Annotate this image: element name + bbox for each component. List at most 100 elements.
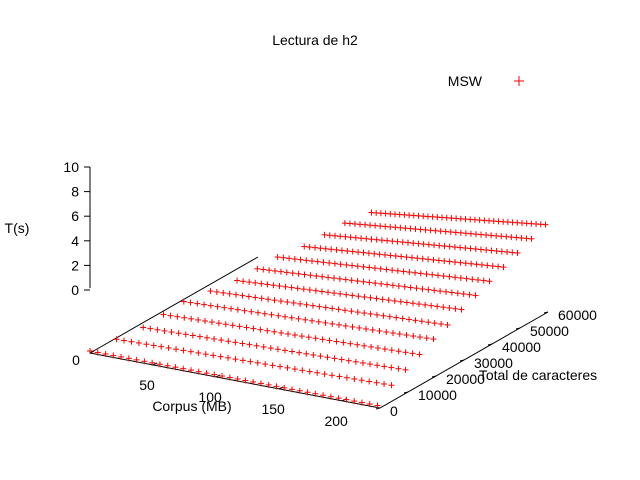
data-point	[195, 349, 202, 356]
data-point	[391, 297, 398, 304]
data-point	[267, 345, 274, 352]
data-point	[289, 386, 296, 393]
data-point	[282, 313, 289, 320]
data-point	[419, 255, 426, 262]
data-point	[394, 238, 401, 245]
data-point	[306, 244, 313, 251]
data-point	[377, 223, 384, 230]
data-point	[284, 364, 291, 371]
data-point	[320, 392, 327, 399]
data-point	[301, 243, 308, 250]
data-point	[302, 316, 309, 323]
data-point	[358, 399, 365, 406]
data-point	[428, 302, 435, 309]
data-point	[504, 248, 511, 255]
data-point	[309, 257, 316, 264]
data-point	[399, 239, 406, 246]
data-point	[343, 291, 350, 298]
data-point	[202, 351, 209, 358]
data-point	[381, 363, 388, 370]
data-point	[493, 232, 500, 239]
data-point	[239, 357, 246, 364]
data-point	[240, 278, 247, 285]
data-point	[211, 335, 218, 342]
data-point	[338, 247, 345, 254]
data-point	[281, 347, 288, 354]
y-tick	[487, 343, 493, 346]
data-point	[246, 279, 253, 286]
data-point	[217, 353, 224, 360]
data-point	[303, 257, 310, 264]
data-point	[359, 359, 366, 366]
data-point	[226, 290, 233, 297]
data-point	[366, 264, 373, 271]
data-point	[416, 301, 423, 308]
data-point	[243, 324, 250, 331]
data-point	[291, 256, 298, 263]
data-point	[203, 370, 210, 377]
data-point	[374, 344, 381, 351]
data-point	[202, 318, 209, 325]
data-point	[343, 261, 350, 268]
data-point	[342, 322, 349, 329]
data-point	[401, 283, 408, 290]
y-tick	[543, 311, 549, 314]
data-point	[354, 341, 361, 348]
data-point	[135, 339, 142, 346]
data-point	[498, 233, 505, 240]
data-point	[383, 266, 390, 273]
data-point	[352, 358, 359, 365]
data-point	[242, 377, 249, 384]
data-point	[367, 294, 374, 301]
x-tick-label: 0	[72, 352, 80, 368]
data-point	[351, 398, 358, 405]
data-point	[434, 272, 441, 279]
data-point	[324, 354, 331, 361]
data-point	[329, 305, 336, 312]
data-point	[398, 253, 405, 260]
data-point	[222, 321, 229, 328]
data-point	[174, 313, 181, 320]
data-point	[313, 272, 320, 279]
data-point	[288, 284, 295, 291]
data-point	[469, 276, 476, 283]
data-point	[355, 249, 362, 256]
data-point	[458, 306, 465, 313]
data-point	[425, 286, 432, 293]
data-point	[349, 323, 356, 330]
data-point	[388, 347, 395, 354]
y-tick	[431, 375, 437, 378]
data-point	[488, 232, 495, 239]
data-point	[430, 256, 437, 263]
z-tick-label: 10	[63, 159, 79, 175]
data-point	[356, 324, 363, 331]
y-axis-label: Total de caracteres	[479, 367, 597, 383]
data-point	[167, 312, 174, 319]
data-point	[483, 231, 490, 238]
data-point	[258, 295, 265, 302]
data-point	[325, 289, 332, 296]
data-point	[429, 271, 436, 278]
data-point	[328, 246, 335, 253]
data-point	[386, 313, 393, 320]
data-point	[273, 383, 280, 390]
data-point	[257, 380, 264, 387]
data-point	[319, 273, 326, 280]
y-tick	[459, 359, 465, 362]
data-point	[373, 379, 380, 386]
data-point	[416, 351, 423, 358]
data-point	[416, 334, 423, 341]
data-point	[378, 280, 385, 287]
data-point	[228, 305, 235, 312]
data-point	[211, 371, 218, 378]
data-point	[406, 269, 413, 276]
data-point	[351, 220, 358, 227]
data-point	[462, 260, 469, 267]
data-point	[254, 359, 261, 366]
data-point	[110, 352, 117, 359]
data-point	[189, 332, 196, 339]
data-point	[265, 296, 272, 303]
data-point	[388, 382, 395, 389]
data-point	[462, 230, 469, 237]
